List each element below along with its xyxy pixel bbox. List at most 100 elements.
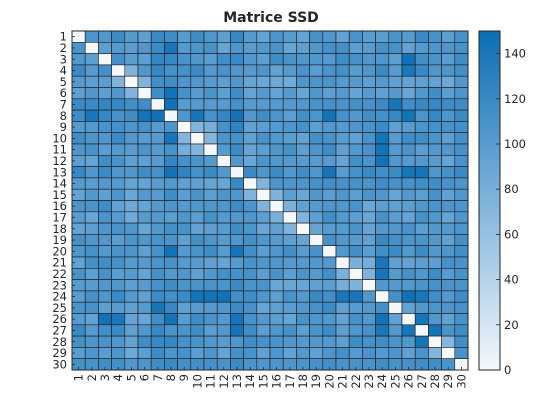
heatmap-cell <box>98 155 112 167</box>
y-tick-label: 14 <box>52 177 67 191</box>
heatmap-cell <box>309 347 324 359</box>
heatmap-cell <box>111 279 126 292</box>
x-tick-label: 17 <box>283 374 297 389</box>
heatmap-cell <box>98 335 112 348</box>
heatmap-cell <box>428 87 442 100</box>
heatmap-cell <box>414 109 429 122</box>
heatmap-cell <box>137 222 152 235</box>
heatmap-cell <box>414 75 429 88</box>
heatmap-cell <box>164 347 178 359</box>
heatmap-cell <box>441 200 456 213</box>
heatmap-cell <box>111 75 126 88</box>
heatmap-cell <box>150 177 165 190</box>
heatmap-cell <box>375 166 390 179</box>
heatmap-cell <box>150 290 165 303</box>
heatmap-cell <box>256 211 271 224</box>
heatmap-cell <box>388 121 403 134</box>
heatmap-cell <box>322 245 337 258</box>
heatmap-cell <box>230 290 244 303</box>
heatmap-cell <box>401 279 416 292</box>
heatmap-cell <box>137 335 152 348</box>
heatmap-cell <box>428 301 442 314</box>
heatmap-cell <box>282 324 297 337</box>
heatmap-cell <box>111 41 126 54</box>
heatmap-cell <box>454 155 469 167</box>
heatmap-cell <box>150 64 165 77</box>
heatmap-cell <box>296 324 310 337</box>
heatmap-cell <box>84 166 99 179</box>
heatmap-cell <box>203 313 218 326</box>
heatmap-cell <box>98 143 112 156</box>
heatmap-cell <box>230 98 244 111</box>
heatmap-cell <box>216 234 231 246</box>
heatmap-cell <box>111 109 126 122</box>
heatmap-cell <box>441 121 456 134</box>
heatmap-cell <box>362 75 376 88</box>
heatmap-cell <box>322 143 337 156</box>
heatmap-cell <box>203 347 218 359</box>
heatmap-cell <box>98 64 112 77</box>
heatmap-cell <box>441 109 456 122</box>
x-tick-label: 8 <box>164 374 178 381</box>
heatmap-cell <box>243 290 258 303</box>
heatmap-cell <box>362 335 376 348</box>
heatmap-cell <box>454 75 469 88</box>
heatmap-cell <box>401 98 416 111</box>
heatmap-cell <box>243 98 258 111</box>
heatmap-cell <box>150 143 165 156</box>
heatmap-cell <box>203 132 218 145</box>
heatmap-cell <box>441 155 456 167</box>
heatmap-cell <box>401 347 416 359</box>
heatmap-cell <box>150 234 165 246</box>
heatmap-cell <box>401 256 416 269</box>
heatmap-cell <box>428 41 442 54</box>
heatmap-cell <box>124 64 139 77</box>
heatmap-cell <box>137 347 152 359</box>
heatmap-cell <box>348 188 363 201</box>
heatmap-cell <box>309 256 324 269</box>
heatmap-cell <box>190 222 205 235</box>
heatmap-cell <box>401 143 416 156</box>
heatmap-cell <box>203 245 218 258</box>
x-tick-label: 4 <box>111 374 125 381</box>
heatmap-cell <box>375 279 390 292</box>
heatmap-cell <box>282 200 297 213</box>
y-tick-label: 8 <box>60 109 67 123</box>
x-tick-label: 14 <box>243 374 257 389</box>
heatmap-cell <box>150 98 165 111</box>
heatmap-cell <box>124 211 139 224</box>
heatmap-cell <box>164 132 178 145</box>
heatmap-cell <box>98 87 112 100</box>
heatmap-cell <box>414 155 429 167</box>
heatmap-cells <box>71 30 469 371</box>
heatmap-cell <box>322 211 337 224</box>
heatmap-cell <box>348 98 363 111</box>
heatmap-cell <box>375 200 390 213</box>
heatmap-cell <box>414 30 429 43</box>
heatmap-cell <box>98 290 112 303</box>
heatmap-cell <box>322 132 337 145</box>
heatmap-cell <box>414 166 429 179</box>
heatmap-cell <box>375 87 390 100</box>
heatmap-cell <box>428 335 442 348</box>
heatmap-cell <box>296 267 310 280</box>
heatmap-cell <box>348 121 363 134</box>
heatmap-cell <box>124 290 139 303</box>
heatmap-cell <box>348 132 363 145</box>
heatmap-cell <box>401 335 416 348</box>
heatmap-cell <box>454 188 469 201</box>
heatmap-cell <box>335 313 350 326</box>
heatmap-cell <box>230 245 244 258</box>
heatmap-cell <box>282 87 297 100</box>
heatmap-cell <box>216 166 231 179</box>
heatmap-cell <box>203 211 218 224</box>
heatmap-cell <box>111 324 126 337</box>
heatmap-cell <box>137 98 152 111</box>
heatmap-cell <box>98 30 112 43</box>
heatmap-cell <box>190 30 205 43</box>
heatmap-cell <box>256 41 271 54</box>
heatmap-cell <box>190 109 205 122</box>
heatmap-cell <box>441 313 456 326</box>
heatmap-cell <box>256 143 271 156</box>
heatmap-cell <box>256 267 271 280</box>
